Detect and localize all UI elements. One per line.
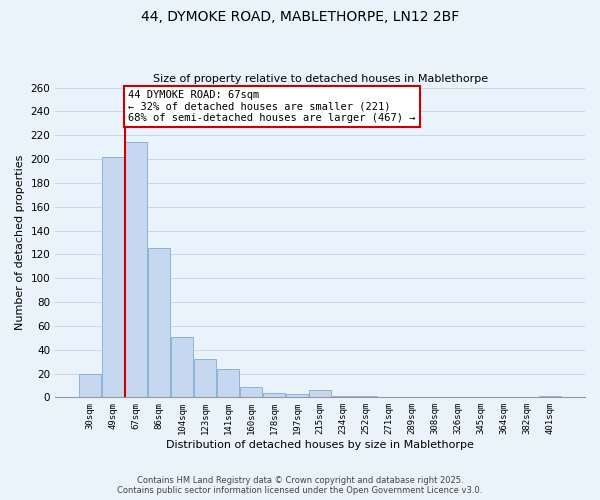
Bar xyxy=(79,374,101,398)
X-axis label: Distribution of detached houses by size in Mablethorpe: Distribution of detached houses by size … xyxy=(166,440,474,450)
Bar xyxy=(102,156,124,398)
Title: Size of property relative to detached houses in Mablethorpe: Size of property relative to detached ho… xyxy=(152,74,488,84)
Bar xyxy=(539,396,561,398)
Y-axis label: Number of detached properties: Number of detached properties xyxy=(15,155,25,330)
Text: Contains HM Land Registry data © Crown copyright and database right 2025.
Contai: Contains HM Land Registry data © Crown c… xyxy=(118,476,482,495)
Bar xyxy=(125,142,147,398)
Bar xyxy=(309,390,331,398)
Text: 44 DYMOKE ROAD: 67sqm
← 32% of detached houses are smaller (221)
68% of semi-det: 44 DYMOKE ROAD: 67sqm ← 32% of detached … xyxy=(128,90,416,123)
Bar xyxy=(286,394,308,398)
Bar xyxy=(263,392,285,398)
Text: 44, DYMOKE ROAD, MABLETHORPE, LN12 2BF: 44, DYMOKE ROAD, MABLETHORPE, LN12 2BF xyxy=(141,10,459,24)
Bar xyxy=(332,396,354,398)
Bar xyxy=(148,248,170,398)
Bar xyxy=(240,386,262,398)
Bar xyxy=(171,336,193,398)
Bar xyxy=(355,396,377,398)
Bar xyxy=(194,359,216,398)
Bar xyxy=(217,368,239,398)
